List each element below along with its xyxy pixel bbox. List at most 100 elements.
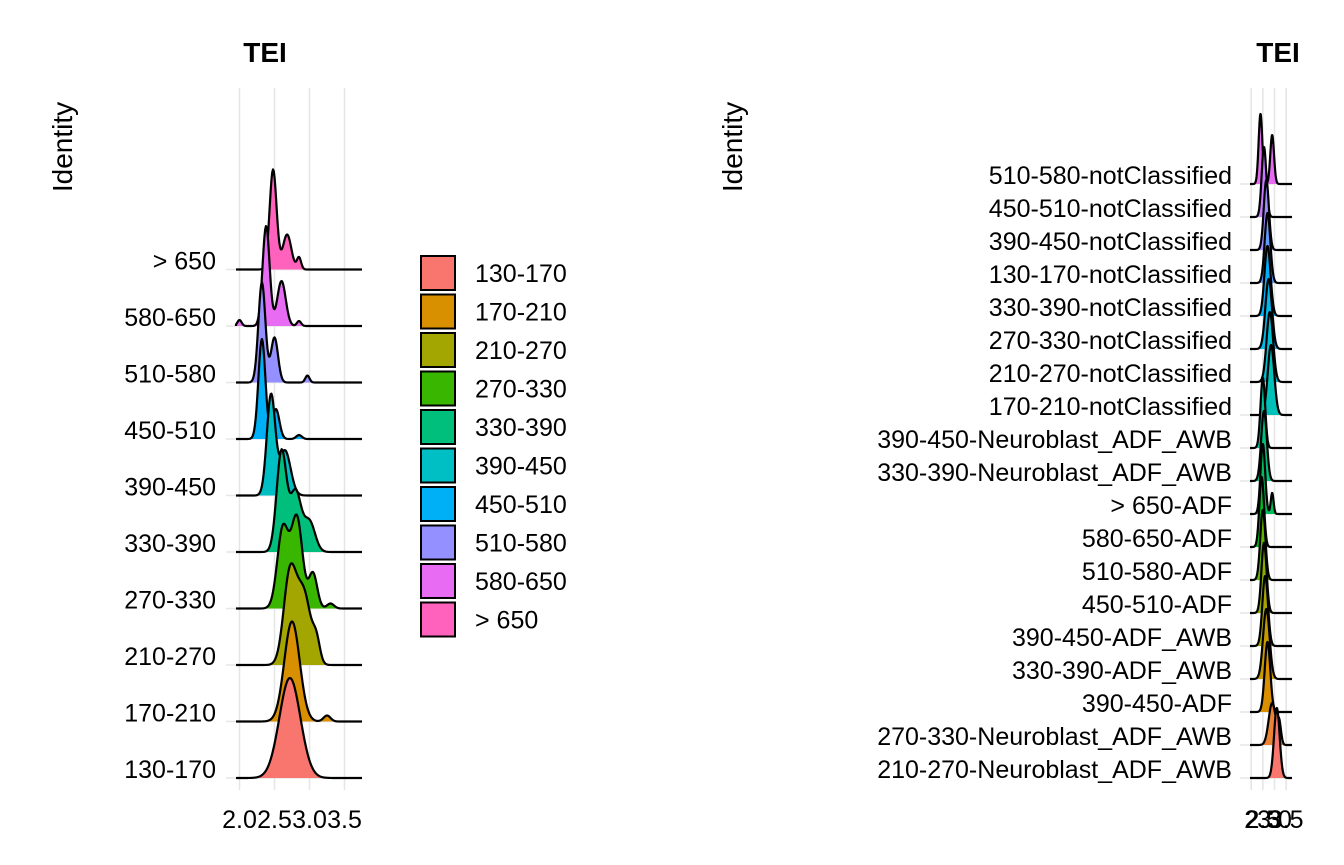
ridge-fill-510-580-ADF [1250, 510, 1292, 580]
left-ridges [234, 168, 363, 780]
ridge-outline-510-580-notClassified [1249, 112, 1293, 186]
ridge-outline-330-390-notClassified [1249, 244, 1293, 318]
legend-label: 270-330 [475, 376, 567, 404]
ridge-outline-130-170 [235, 676, 363, 780]
y-tick-label: 170-210 [124, 700, 216, 728]
y-tick-label: 130-170-notClassified [989, 261, 1232, 289]
ridge-outline-450-510 [235, 337, 363, 441]
legend-label: 580-650 [475, 568, 567, 596]
y-tick-label: > 650-ADF [1110, 492, 1232, 520]
legend-swatch [420, 293, 456, 330]
ridge-outline-330-390-ADF-AWB [1249, 607, 1293, 681]
y-tick-label: 330-390-notClassified [989, 294, 1232, 322]
ridge-outline-580-650-ADF [1249, 475, 1293, 549]
legend-swatch [420, 447, 456, 484]
ridge-fill-390-450-ADF [1250, 642, 1292, 712]
ridge-outline-450-510-notClassified [1249, 145, 1293, 219]
x-tick-label: 3 [1268, 806, 1282, 834]
x-tick-label: 2.5 [1245, 806, 1280, 834]
y-tick-label: 390-450-Neuroblast_ADF_AWB [877, 426, 1232, 454]
ridge-fill-210-270 [236, 563, 362, 665]
ridge-outline--650-ADF [1249, 442, 1293, 516]
ridge-outline--650 [235, 168, 363, 271]
y-tick-label: 390-450-notClassified [989, 228, 1232, 256]
y-tick-label: 510-580-ADF [1082, 558, 1232, 586]
y-tick-label: 510-580 [124, 361, 216, 389]
ridge-outline-170-210 [235, 620, 363, 723]
y-tick-label: 450-510-ADF [1082, 591, 1232, 619]
ridge-outline-210-270-Neuroblast-ADF-AWB [1249, 706, 1293, 780]
right-y-tick-labels: 210-270-Neuroblast_ADF_AWB 270-330-Neurob… [877, 162, 1232, 784]
right-ridges [1249, 112, 1293, 780]
ridge-outline-330-390-Neuroblast-ADF-AWB [1249, 409, 1293, 483]
right-y-axis-title: Identity [717, 102, 748, 192]
ridge-fill-170-210 [236, 621, 362, 722]
y-tick-label: 270-330-notClassified [989, 327, 1232, 355]
y-tick-label: 330-390-ADF_AWB [1012, 657, 1232, 685]
left-y-tick-labels: 130-170 170-210 210-270 270-330 330-390 390-4… [124, 248, 216, 785]
ridge-fill-390-450 [236, 393, 362, 496]
legend-label: 170-210 [475, 299, 567, 327]
ridge-outline-390-450-ADF-AWB [1249, 574, 1293, 648]
ridge-outline-580-650 [234, 224, 363, 328]
ridge-fill-170-210-notClassified [1250, 345, 1292, 415]
y-tick-label: 390-450 [124, 474, 216, 502]
x-tick-label: 2 [1244, 806, 1258, 834]
x-tick-label: 3.0 [1257, 806, 1292, 834]
ridge-outline-210-270-notClassified [1249, 310, 1293, 384]
ridge-outline-270-330-notClassified [1249, 277, 1293, 351]
ridge-outline-210-270 [235, 562, 363, 667]
y-tick-label: 330-390 [124, 530, 216, 558]
legend-label: 130-170 [475, 260, 567, 288]
left-chart-title: TEI [243, 37, 287, 68]
legend-swatch [420, 255, 456, 291]
y-tick-label: 270-330 [124, 587, 216, 615]
ridge-fill--650 [236, 169, 362, 270]
legend-swatch [420, 486, 456, 522]
x-tick-label: 2.0 [222, 806, 257, 834]
y-tick-label: 210-270-notClassified [989, 360, 1232, 388]
y-tick-label: 580-650 [124, 304, 216, 332]
ridge-outline-390-450-Neuroblast-ADF-AWB [1249, 376, 1293, 450]
ridge-outline-170-210-notClassified [1249, 343, 1293, 417]
legend-label: 210-270 [475, 337, 567, 365]
ridge-outline-390-450 [235, 392, 363, 497]
legend-swatch [420, 332, 456, 368]
legend-label: 390-450 [475, 453, 567, 481]
right-ridgeline-panel: 210-270-Neuroblast_ADF_AWB 270-330-Neurob… [717, 37, 1304, 834]
y-tick-label: 450-510 [124, 417, 216, 445]
y-tick-label: > 650 [153, 248, 216, 276]
y-tick-label: 580-650-ADF [1082, 525, 1232, 553]
y-tick-label: 450-510-notClassified [989, 195, 1232, 223]
right-x-tick-labels: 2 32.53.03.5 [1244, 806, 1303, 834]
legend-label: 450-510 [475, 491, 567, 519]
ridge-outline-510-580 [235, 281, 363, 384]
legend-swatch [420, 409, 456, 445]
ridge-fill-580-650 [236, 226, 362, 326]
legend-label: > 650 [475, 607, 538, 635]
y-tick-label: 330-390-Neuroblast_ADF_AWB [877, 459, 1232, 487]
ridge-outline-270-330 [235, 513, 363, 610]
legend-swatch [420, 563, 456, 599]
ridge-outline-390-450-ADF [1249, 640, 1293, 714]
y-tick-label: 390-450-ADF [1082, 690, 1232, 718]
legend-swatch [420, 601, 456, 638]
ridge-fill-130-170 [236, 678, 362, 778]
x-tick-label: 3.5 [327, 806, 362, 834]
ridge-fill-510-580 [236, 282, 362, 383]
y-tick-label: 170-210-notClassified [989, 393, 1232, 421]
y-tick-label: 130-170 [124, 756, 216, 784]
y-tick-label: 390-450-ADF_AWB [1012, 624, 1232, 652]
y-tick-label: 510-580-notClassified [989, 162, 1232, 190]
legend: 130-170 170-210 210-270 270-330 330-390 390-4… [420, 255, 567, 638]
left-x-tick-labels: 2.0 2.5 3.0 3.5 [222, 806, 362, 834]
legend-swatch [420, 524, 456, 561]
legend-label: 330-390 [475, 414, 567, 442]
x-tick-label: 3.5 [1269, 806, 1304, 834]
x-tick-label: 3.0 [292, 806, 327, 834]
ridge-outline-450-510-ADF [1249, 541, 1293, 615]
y-tick-label: 210-270 [124, 643, 216, 671]
left-ridgeline-panel: 130-170 170-210 210-270 270-330 330-390 390-4… [47, 37, 363, 834]
x-tick-label: 2.5 [257, 806, 292, 834]
